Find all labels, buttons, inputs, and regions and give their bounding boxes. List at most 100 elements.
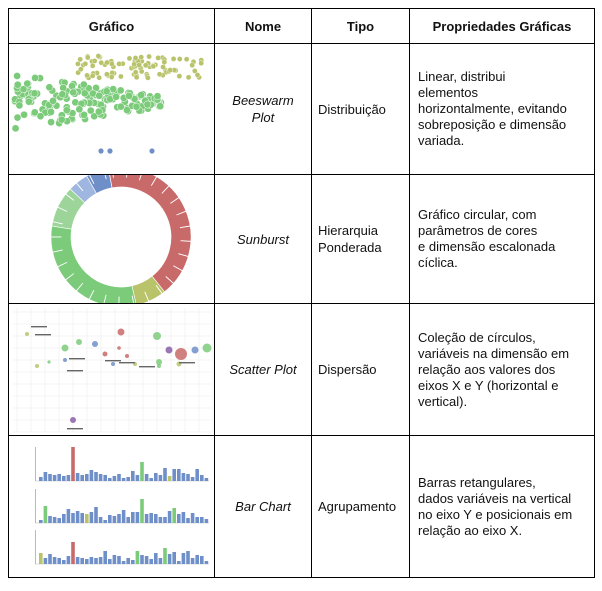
- name-line: Sunburst: [236, 231, 290, 247]
- swarm-dot: [112, 92, 120, 101]
- bar: [154, 473, 158, 481]
- bar: [172, 469, 176, 481]
- sunburst-thumbnail: [8, 174, 215, 304]
- swarm-dot: [20, 110, 28, 119]
- scatter-point: [92, 341, 98, 347]
- scatter-plot-thumbnail: [8, 303, 215, 436]
- axis-line: [35, 489, 36, 523]
- bar: [158, 517, 163, 523]
- bar: [177, 561, 181, 564]
- table-row: Bar Chart Agrupamento Barras retangulare…: [8, 435, 595, 578]
- scatter-point: [153, 332, 161, 340]
- swarm-dot: [156, 71, 163, 78]
- bar: [144, 556, 149, 564]
- beeswarm-plot-thumbnail: [8, 43, 215, 175]
- bar: [163, 517, 167, 523]
- bar: [71, 513, 75, 523]
- swarm-dot: [47, 108, 55, 116]
- bar: [117, 474, 121, 481]
- swarm-dot: [11, 124, 20, 133]
- swarm-dot: [137, 91, 145, 99]
- bar: [80, 513, 84, 523]
- tipo-line: Dispersão: [318, 362, 377, 377]
- swarm-dot: [102, 87, 111, 96]
- bar: [181, 553, 186, 564]
- swarm-dot: [156, 102, 165, 111]
- prop-line: Barras retangulares,: [418, 474, 536, 490]
- sunburst-divider: [161, 185, 170, 194]
- prop-line: relação ao eixo X.: [418, 522, 523, 538]
- swarm-dot: [183, 56, 190, 63]
- bar: [94, 558, 98, 564]
- swarm-dot: [107, 148, 113, 154]
- sunburst-divider: [179, 225, 191, 229]
- swarm-dot: [104, 71, 110, 78]
- swarm-dot: [176, 73, 183, 79]
- sunburst-divider: [57, 261, 68, 268]
- swarm-dot: [123, 106, 131, 114]
- prop-cell: Coleção de círculos, variáveis na dimens…: [409, 303, 595, 436]
- header-propriedades: Propriedades Gráficas: [409, 8, 595, 44]
- bar: [140, 499, 144, 523]
- swarm-dot: [57, 115, 66, 124]
- prop-line: elementos: [418, 85, 478, 100]
- prop-line: Linear, distribui: [418, 69, 506, 84]
- swarm-dot: [77, 56, 83, 63]
- sunburst-divider: [144, 291, 150, 302]
- swarm-dot: [170, 56, 177, 62]
- bar: [85, 514, 89, 523]
- tiny-label: [31, 326, 47, 328]
- swarm-dot: [132, 55, 139, 61]
- prop-line: vertical).: [418, 393, 468, 409]
- swarm-dot: [176, 56, 183, 62]
- swarm-dot: [131, 61, 137, 68]
- swarm-dot: [23, 79, 32, 88]
- bar: [39, 520, 43, 523]
- bar: [43, 472, 48, 481]
- bar: [149, 478, 153, 481]
- prop-line: variada.: [418, 133, 465, 148]
- swarm-dot: [75, 105, 84, 114]
- scatter-point: [111, 362, 115, 366]
- bar: [190, 477, 195, 481]
- prop-cell: Barras retangulares, dados variáveis na …: [409, 435, 595, 578]
- sunburst-segment: [86, 175, 113, 194]
- bar: [48, 554, 52, 564]
- scatter-point: [191, 346, 199, 354]
- swarm-dot: [95, 53, 102, 59]
- bar: [57, 474, 61, 481]
- swarm-dot: [84, 54, 91, 61]
- prop-line: variáveis na dimensão em: [418, 345, 570, 361]
- swarm-dot: [189, 62, 195, 68]
- sunburst-image: [50, 175, 192, 303]
- swarm-dot: [58, 90, 67, 99]
- swarm-dot: [118, 73, 124, 80]
- sunburst-divider: [88, 175, 95, 184]
- bar: [48, 516, 52, 523]
- sunburst-divider: [104, 175, 107, 180]
- sunburst-divider: [52, 249, 63, 253]
- bar: [98, 557, 103, 564]
- bar: [195, 469, 199, 481]
- tipo-cell: Agrupamento: [311, 435, 410, 578]
- bar: [89, 557, 94, 564]
- prop-line: parâmetros de cores: [418, 223, 538, 238]
- tiny-label: [35, 334, 51, 336]
- swarm-dot: [86, 106, 95, 115]
- bar: [163, 548, 167, 564]
- swarm-dot: [167, 67, 174, 73]
- bar: [181, 512, 186, 523]
- scatter-point: [35, 364, 39, 368]
- name-line: Plot: [251, 110, 275, 125]
- sunburst-divider: [65, 273, 75, 281]
- bar: [121, 478, 126, 481]
- swarm-dot: [155, 55, 161, 61]
- prop-line: relação aos valores dos: [418, 361, 556, 377]
- swarm-dot: [79, 80, 88, 89]
- scatter-point: [202, 343, 212, 353]
- bar: [177, 514, 181, 523]
- bar: [75, 557, 80, 564]
- swarm-dot: [161, 59, 168, 65]
- bar: [75, 473, 80, 481]
- swarm-dot: [89, 62, 96, 69]
